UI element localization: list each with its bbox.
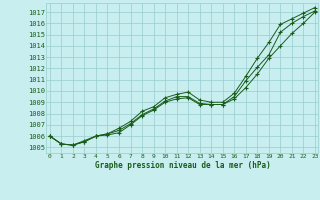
X-axis label: Graphe pression niveau de la mer (hPa): Graphe pression niveau de la mer (hPa) xyxy=(94,161,270,170)
